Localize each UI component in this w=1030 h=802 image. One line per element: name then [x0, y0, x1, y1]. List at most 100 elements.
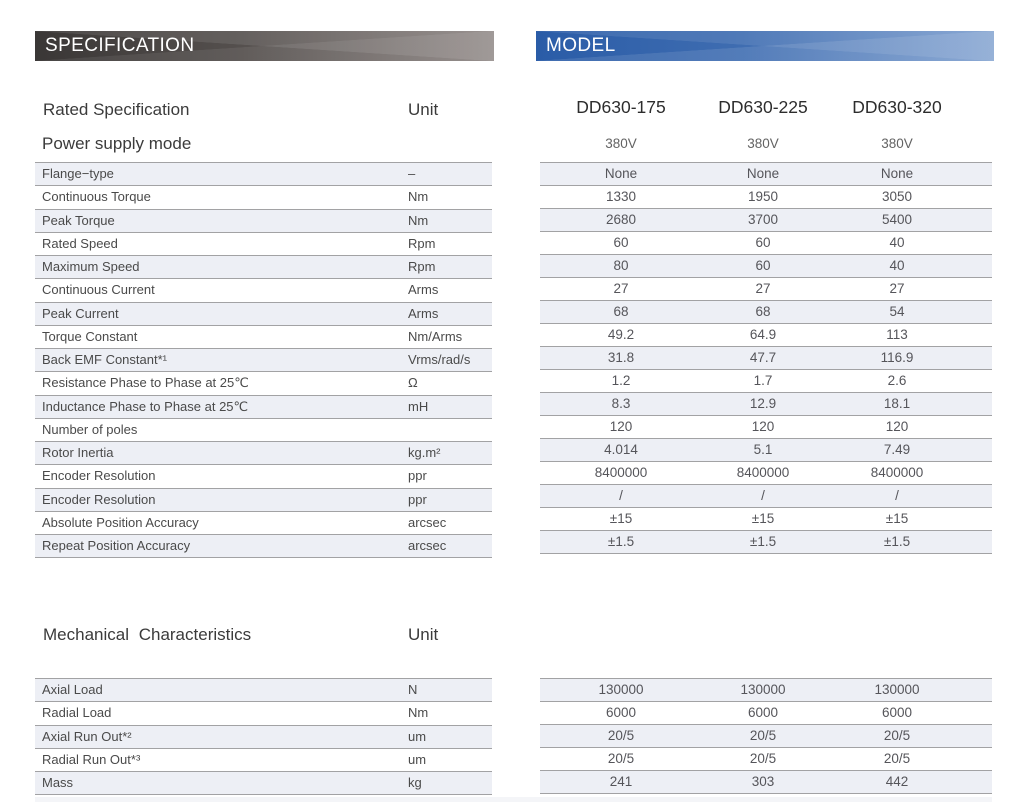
row-unit: arcsec	[408, 514, 447, 530]
row-value: 3050	[881, 189, 913, 204]
spec-label-row: Radial Run Out*³ um	[35, 747, 492, 771]
row-value: 6000	[605, 705, 637, 720]
mechanical-characteristics-title: Mechanical Characteristics	[43, 625, 252, 644]
row-unit: ppr	[408, 468, 427, 484]
row-value: 130000	[598, 682, 644, 697]
voltage-row: 380V 380V 380V	[540, 136, 992, 151]
row-value: 1.7	[753, 373, 773, 388]
spec-label-row: Axial Load N	[35, 678, 492, 702]
row-value: 20/5	[607, 728, 635, 743]
spec-label-row: Torque Constant Nm/Arms	[35, 324, 492, 348]
row-label: Peak Torque	[42, 212, 115, 228]
rated-specification-title: Rated Specification	[43, 100, 190, 119]
row-value: 27	[755, 281, 771, 296]
row-value: 20/5	[883, 751, 911, 766]
row-value: 20/5	[749, 728, 777, 743]
spec-label-row: Encoder Resolution ppr	[35, 487, 492, 511]
row-value: 3700	[747, 212, 779, 227]
row-value: 47.7	[749, 350, 777, 365]
cutoff-row-strip	[35, 797, 992, 802]
spec-label-row: Number of poles	[35, 417, 492, 441]
row-label: Back EMF Constant*¹	[42, 352, 167, 367]
row-unit: N	[408, 682, 418, 697]
spec-value-row: / / /	[540, 484, 992, 507]
spec-label-row: Radial Load Nm	[35, 701, 492, 724]
row-value: 4.014	[604, 442, 638, 457]
row-value: 2680	[605, 212, 637, 227]
row-label: Encoder Resolution	[42, 468, 156, 484]
row-value: ±1.5	[749, 534, 777, 549]
row-label: Repeat Position Accuracy	[42, 538, 191, 553]
row-value: 113	[886, 327, 908, 342]
rated-spec-value-table: None None None 1330 1950 3050 2680 3700 5400 60 60…	[540, 162, 992, 554]
row-value: ±15	[751, 511, 775, 526]
spec-value-row: 27 27 27	[540, 277, 992, 300]
row-value: /	[761, 488, 765, 503]
spec-label-row: Peak Current Arms	[35, 301, 492, 325]
row-value: 27	[889, 281, 905, 296]
voltage-value: 380V	[747, 136, 779, 151]
row-value: 1950	[747, 189, 779, 204]
row-value: 20/5	[883, 728, 911, 743]
row-value: 442	[885, 774, 909, 789]
spec-label-row: Continuous Torque Nm	[35, 185, 492, 208]
spec-value-row: 68 68 54	[540, 300, 992, 323]
spec-value-row: 1.2 1.7 2.6	[540, 369, 992, 392]
row-value: 241	[609, 774, 633, 789]
row-value: 8.3	[611, 396, 631, 411]
row-unit: um	[408, 751, 427, 767]
rated-unit-header: Unit	[408, 100, 439, 119]
model-name: DD630-225	[718, 97, 808, 117]
row-unit: Vrms/rad/s	[408, 352, 471, 367]
row-value: 5.1	[753, 442, 773, 457]
model-name: DD630-320	[852, 97, 942, 117]
row-value: None	[604, 166, 638, 181]
voltage-value: 380V	[605, 136, 637, 151]
row-value: 6000	[747, 705, 779, 720]
row-label: Continuous Torque	[42, 189, 151, 205]
row-value: 8400000	[870, 465, 924, 480]
row-value: 31.8	[607, 350, 635, 365]
row-unit: ppr	[408, 491, 427, 507]
row-label: Maximum Speed	[42, 259, 140, 274]
row-value: None	[746, 166, 780, 181]
row-label: Number of poles	[42, 421, 138, 437]
row-value: 7.49	[883, 442, 911, 457]
row-value: 1330	[605, 189, 637, 204]
spec-label-row: Inductance Phase to Phase at 25℃ mH	[35, 394, 492, 418]
row-label: Rated Speed	[42, 235, 118, 251]
spec-label-row: Flange−type –	[35, 162, 492, 186]
row-value: 1.2	[611, 373, 631, 388]
spec-label-row: Peak Torque Nm	[35, 208, 492, 232]
row-value: 116.9	[880, 350, 914, 365]
row-unit: Nm	[408, 705, 429, 721]
row-unit: –	[408, 166, 416, 181]
row-value: 5400	[881, 212, 913, 227]
row-value: 120	[885, 419, 909, 434]
spec-value-row: 49.2 64.9 113	[540, 323, 992, 346]
row-value: ±1.5	[883, 534, 911, 549]
row-value: 8400000	[736, 465, 790, 480]
row-value: 130000	[740, 682, 786, 697]
spec-label-row: Absolute Position Accuracy arcsec	[35, 510, 492, 534]
row-value: 130000	[874, 682, 920, 697]
row-label: Axial Load	[42, 682, 103, 697]
model-name: DD630-175	[576, 97, 666, 117]
power-supply-mode-label: Power supply mode	[42, 134, 192, 153]
row-value: 6000	[881, 705, 913, 720]
row-label: Torque Constant	[42, 328, 138, 344]
row-label: Inductance Phase to Phase at 25℃	[42, 398, 249, 414]
spec-value-row: None None None	[540, 162, 992, 185]
row-unit: Nm/Arms	[408, 328, 463, 344]
row-value: 64.9	[749, 327, 777, 342]
spec-label-row: Repeat Position Accuracy arcsec	[35, 534, 492, 558]
row-label: Absolute Position Accuracy	[42, 514, 199, 530]
spec-label-row: Rotor Inertia kg.m²	[35, 441, 492, 465]
row-unit: kg	[408, 775, 422, 790]
spec-value-row: 8.3 12.9 18.1	[540, 392, 992, 415]
spec-value-row: 4.014 5.1 7.49	[540, 438, 992, 461]
spec-value-row: 80 60 40	[540, 254, 992, 277]
specification-banner: SPECIFICATION	[35, 31, 494, 61]
row-value: 8400000	[594, 465, 648, 480]
